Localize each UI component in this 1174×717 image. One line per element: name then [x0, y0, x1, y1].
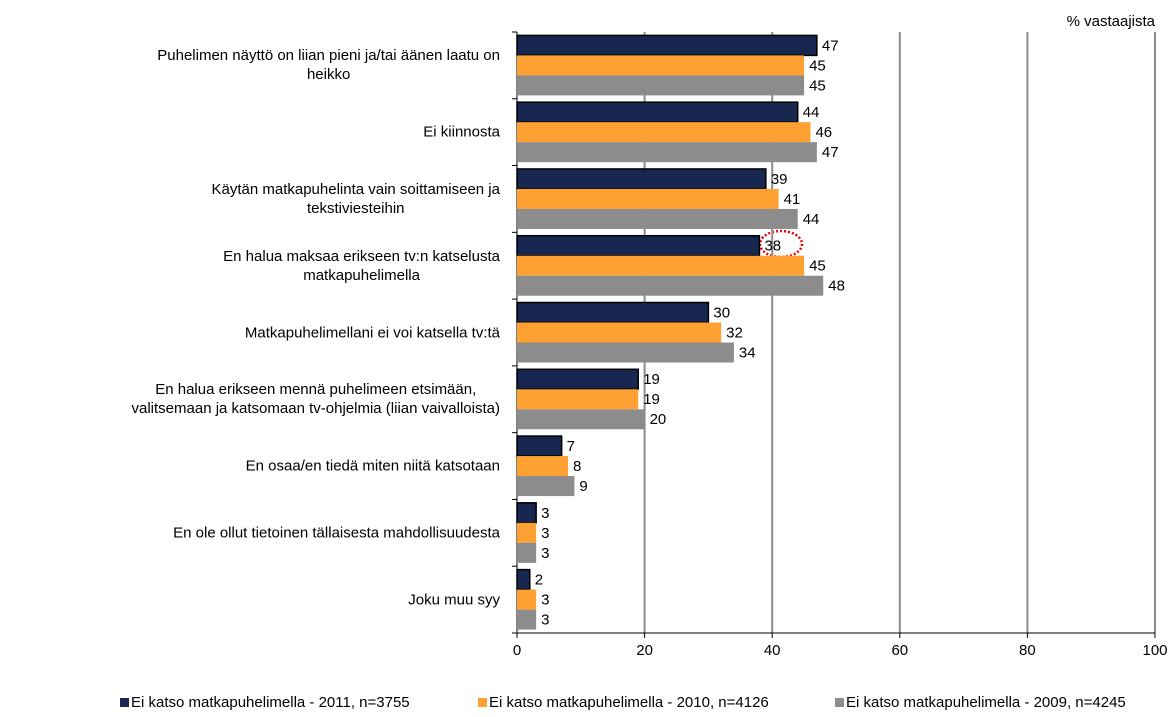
bar	[517, 55, 805, 76]
bar	[517, 322, 722, 343]
legend-swatch	[835, 698, 844, 707]
axis-label: % vastaajista	[1067, 13, 1156, 30]
value-label: 19	[643, 371, 660, 388]
bar	[517, 255, 805, 276]
bar	[517, 389, 639, 410]
value-label: 46	[815, 124, 832, 141]
bar	[517, 122, 811, 143]
category-label: En osaa/en tiedä miten niitä katsotaan	[245, 457, 500, 475]
value-label: 38	[764, 238, 781, 255]
x-tick-label: 60	[891, 642, 908, 659]
value-label: 45	[809, 57, 826, 74]
bar	[517, 522, 537, 543]
bar	[516, 568, 531, 591]
bar	[516, 101, 799, 123]
legend-label: Ei katso matkapuhelimella - 2009, n=4245	[846, 694, 1126, 711]
value-label: 3	[541, 545, 549, 562]
value-label: 2	[535, 572, 543, 589]
bar	[517, 409, 645, 430]
x-tick-label: 20	[636, 642, 653, 659]
category-label: Ei kiinnosta	[423, 123, 500, 141]
value-label: 30	[713, 304, 730, 321]
bar	[517, 542, 537, 563]
value-label: 3	[541, 525, 549, 542]
value-label: 19	[643, 391, 660, 408]
bar	[517, 208, 798, 229]
bar	[517, 476, 575, 497]
value-label: 44	[803, 104, 820, 121]
bar	[517, 342, 734, 363]
category-label: Puhelimen näyttö on liian pieni ja/tai ä…	[157, 47, 500, 84]
legend-swatch	[478, 698, 487, 707]
value-label: 47	[822, 37, 839, 54]
bar	[517, 456, 569, 477]
value-label: 41	[784, 191, 801, 208]
value-label: 3	[541, 505, 549, 522]
bar	[516, 502, 537, 524]
bar	[516, 301, 710, 324]
value-label: 47	[822, 144, 839, 161]
value-label: 45	[809, 258, 826, 275]
bar	[516, 435, 563, 457]
bar	[516, 368, 639, 391]
bar	[516, 168, 767, 190]
bar	[517, 188, 779, 209]
value-label: 7	[567, 438, 575, 455]
x-tick-label: 0	[513, 642, 521, 659]
value-label: 39	[771, 171, 788, 188]
x-tick-label: 40	[764, 642, 781, 659]
legend-label: Ei katso matkapuhelimella - 2010, n=4126	[489, 694, 769, 711]
value-label: 8	[573, 458, 581, 475]
category-label: En ole ollut tietoinen tällaisesta mahdo…	[173, 524, 500, 542]
bar	[516, 34, 818, 57]
value-label: 34	[739, 344, 756, 361]
value-label: 20	[650, 411, 667, 428]
category-label: Joku muu syy	[408, 591, 500, 609]
bar	[517, 609, 537, 630]
value-label: 44	[803, 211, 820, 228]
bar	[516, 234, 761, 257]
value-label: 45	[809, 77, 826, 94]
category-label: En halua maksaa erikseen tv:n katselusta…	[223, 247, 500, 284]
value-label: 9	[579, 478, 587, 495]
bar	[517, 142, 817, 163]
category-label: En halua erikseen mennä puhelimeen etsim…	[131, 381, 501, 418]
value-label: 32	[726, 324, 743, 341]
category-label: Käytän matkapuhelinta vain soittamiseen …	[211, 180, 500, 217]
bar	[517, 75, 805, 96]
x-tick-label: 80	[1019, 642, 1036, 659]
legend-label: Ei katso matkapuhelimella - 2011, n=3755	[131, 694, 410, 711]
bar	[517, 589, 537, 610]
category-label: Matkapuhelimellani ei voi katsella tv:tä	[244, 324, 500, 341]
x-tick-label: 100	[1142, 642, 1167, 659]
legend-swatch	[120, 698, 129, 707]
value-label: 3	[541, 612, 549, 629]
value-label: 3	[541, 592, 549, 609]
value-label: 48	[828, 278, 845, 295]
bar	[517, 275, 824, 296]
